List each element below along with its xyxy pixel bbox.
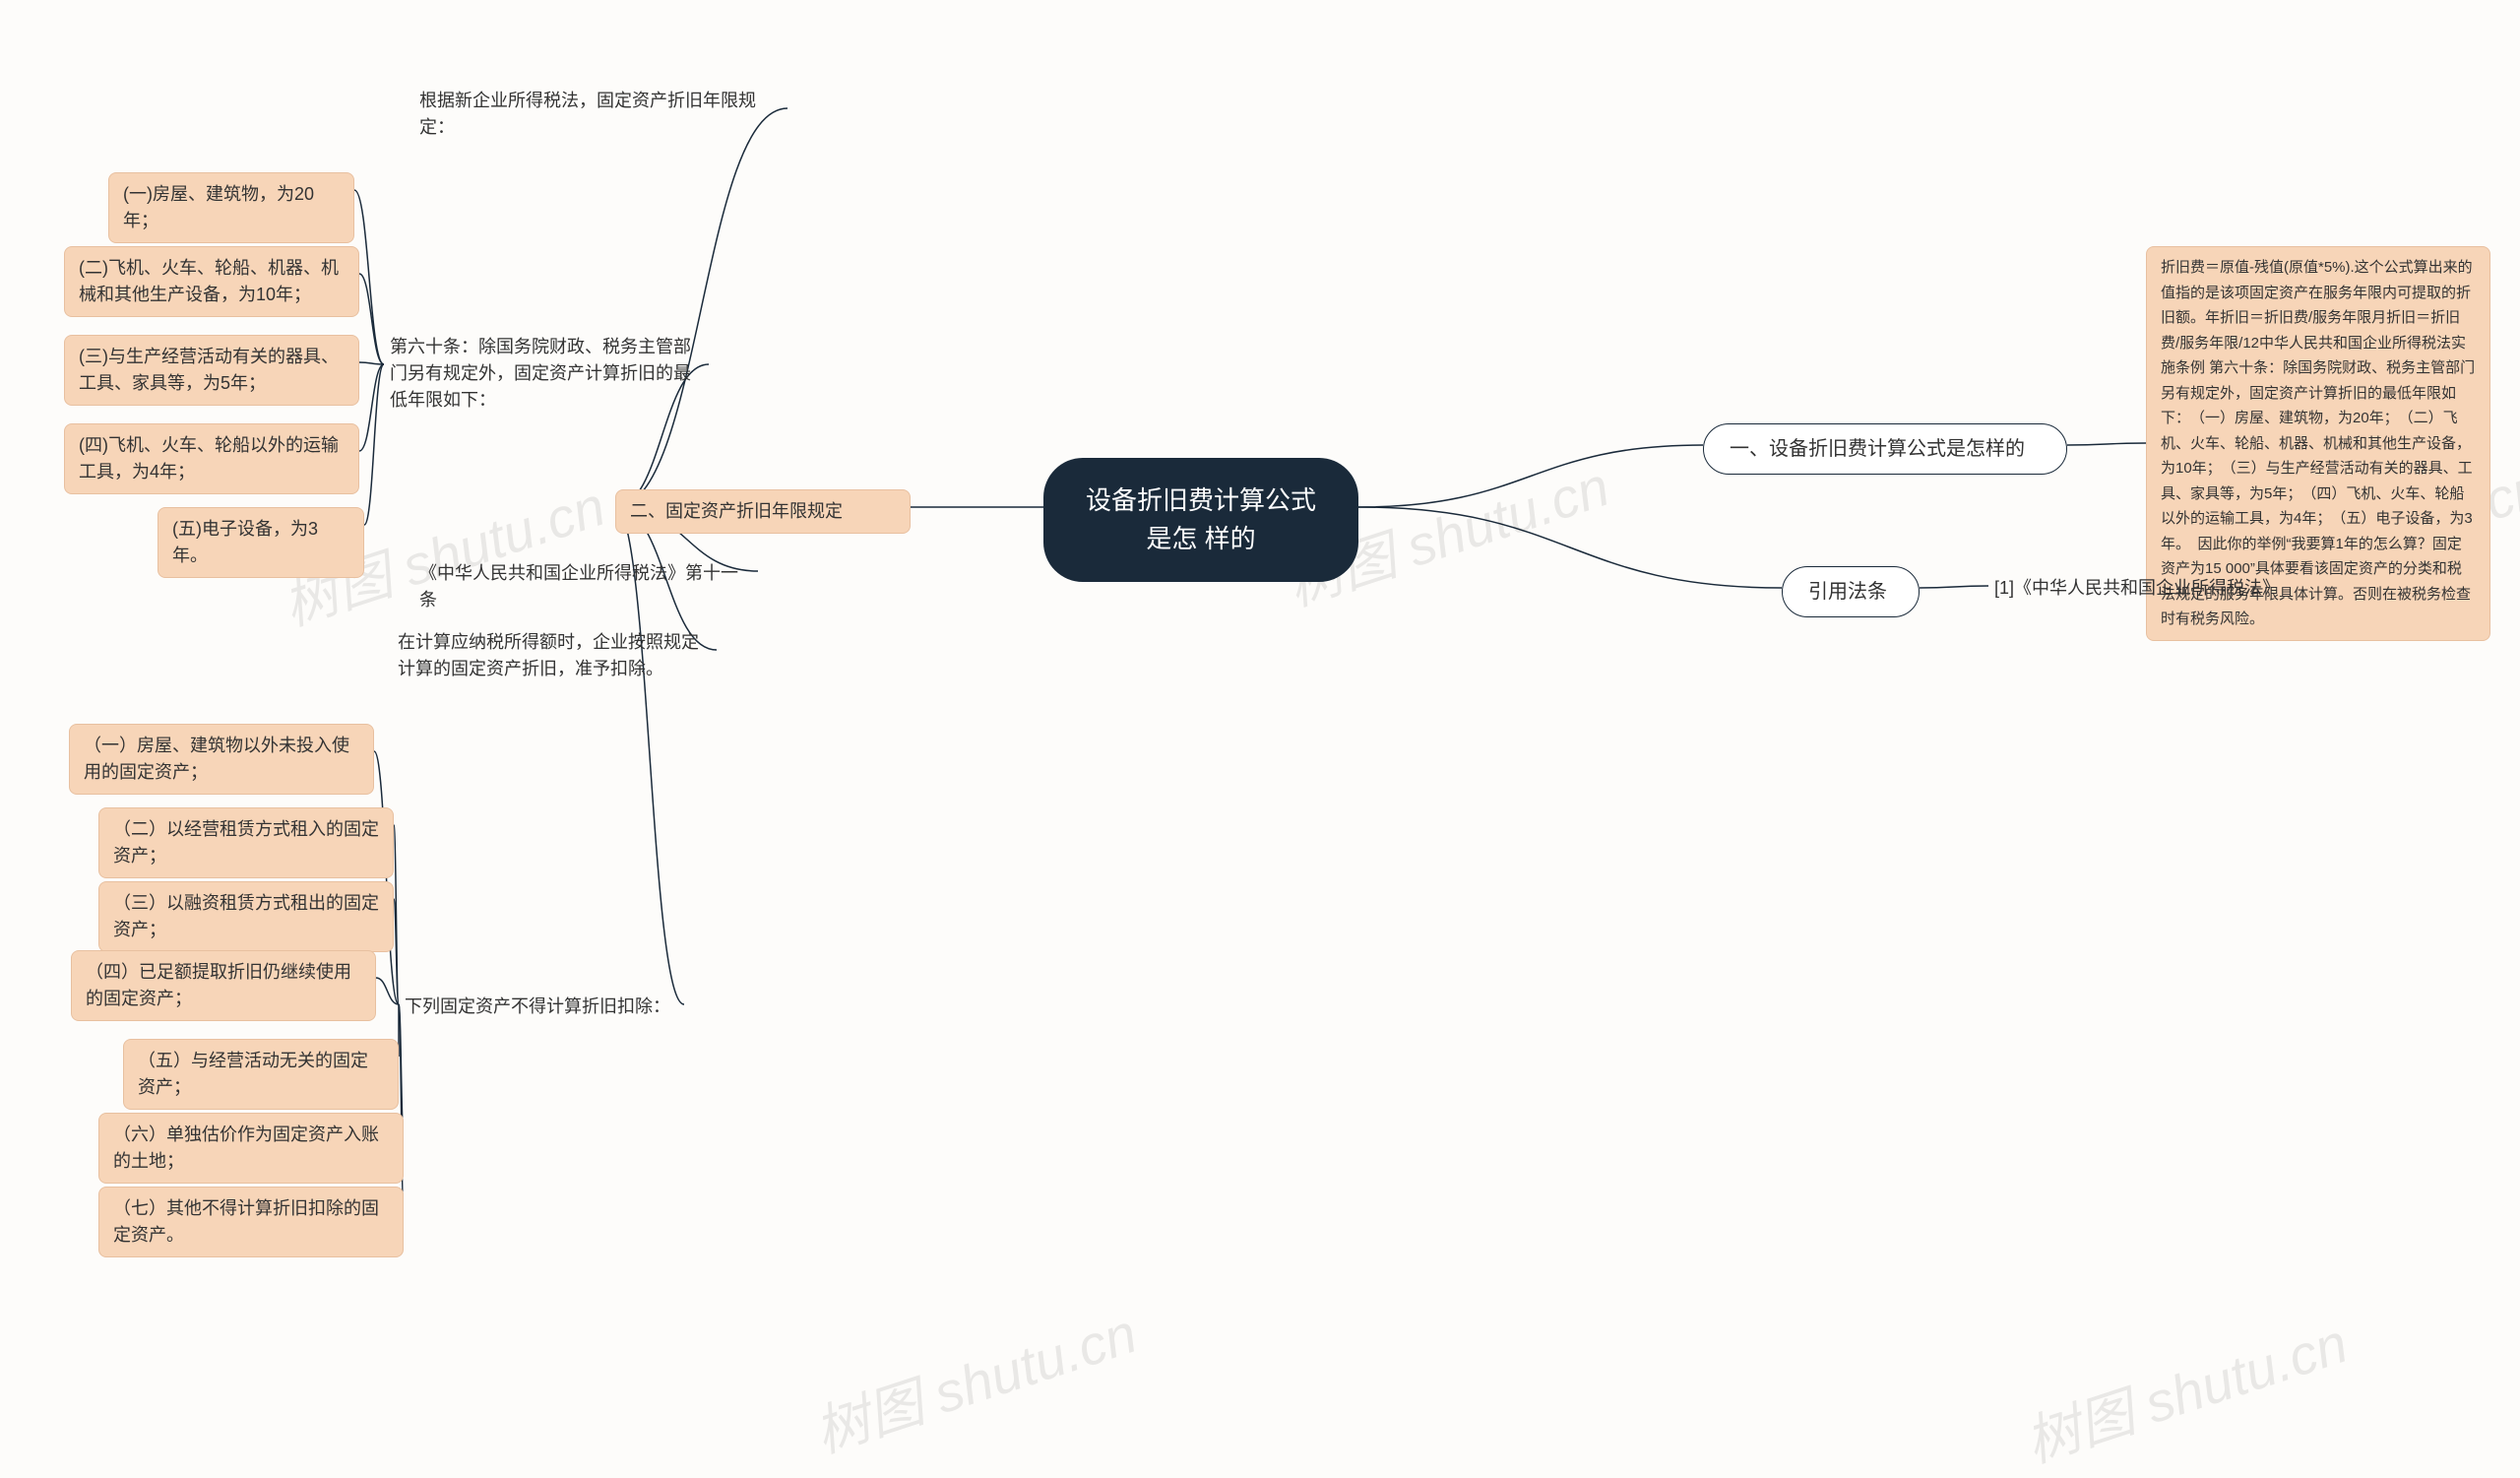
watermark: 树图 shutu.cn xyxy=(2014,1300,2357,1478)
rule-exclusion: 下列固定资产不得计算折旧扣除： xyxy=(399,990,684,1024)
rule-article60: 第六十条：除国务院财政、税务主管部门另有规定外，固定资产计算折旧的最低年限如下： xyxy=(384,330,709,418)
excl-fully-dep: （四）已足额提取折旧仍继续使用的固定资产； xyxy=(71,950,376,1021)
excl-lease-in: （二）以经营租赁方式租入的固定资产； xyxy=(98,807,394,878)
branch-rules[interactable]: 二、固定资产折旧年限规定 xyxy=(615,489,911,534)
life-machinery: (二)飞机、火车、轮船、机器、机械和其他生产设备，为10年； xyxy=(64,246,359,317)
rule-deduction: 在计算应纳税所得额时，企业按照规定计算的固定资产折旧，准予扣除。 xyxy=(392,625,717,686)
life-tools: (三)与生产经营活动有关的器具、工具、家具等，为5年； xyxy=(64,335,359,406)
rule-intro: 根据新企业所得税法，固定资产折旧年限规定： xyxy=(413,84,788,145)
life-electronics: (五)电子设备，为3年。 xyxy=(158,507,364,578)
excl-other: （七）其他不得计算折旧扣除的固定资产。 xyxy=(98,1187,404,1257)
excl-unrelated: （五）与经营活动无关的固定资产； xyxy=(123,1039,399,1110)
excl-unused: （一）房屋、建筑物以外未投入使用的固定资产； xyxy=(69,724,374,795)
excl-land: （六）单独估价作为固定资产入账的土地； xyxy=(98,1113,404,1184)
branch-citation[interactable]: 引用法条 xyxy=(1782,566,1920,617)
citation-text: [1]《中华人民共和国企业所得税法》 xyxy=(1988,571,2303,606)
mindmap-canvas: 树图 shutu.cn 树图 shutu.cn 树图 shutu.cn 树图 s… xyxy=(0,0,2520,1395)
life-buildings: (一)房屋、建筑物，为20年； xyxy=(108,172,354,243)
root-node[interactable]: 设备折旧费计算公式是怎 样的 xyxy=(1043,458,1358,582)
excl-lease-out: （三）以融资租赁方式租出的固定资产； xyxy=(98,881,394,952)
branch-formula[interactable]: 一、设备折旧费计算公式是怎样的 xyxy=(1703,423,2067,475)
rule-article11: 《中华人民共和国企业所得税法》第十一条 xyxy=(413,556,758,617)
watermark: 树图 shutu.cn xyxy=(803,1290,1146,1469)
life-transport: (四)飞机、火车、轮船以外的运输工具，为4年； xyxy=(64,423,359,494)
